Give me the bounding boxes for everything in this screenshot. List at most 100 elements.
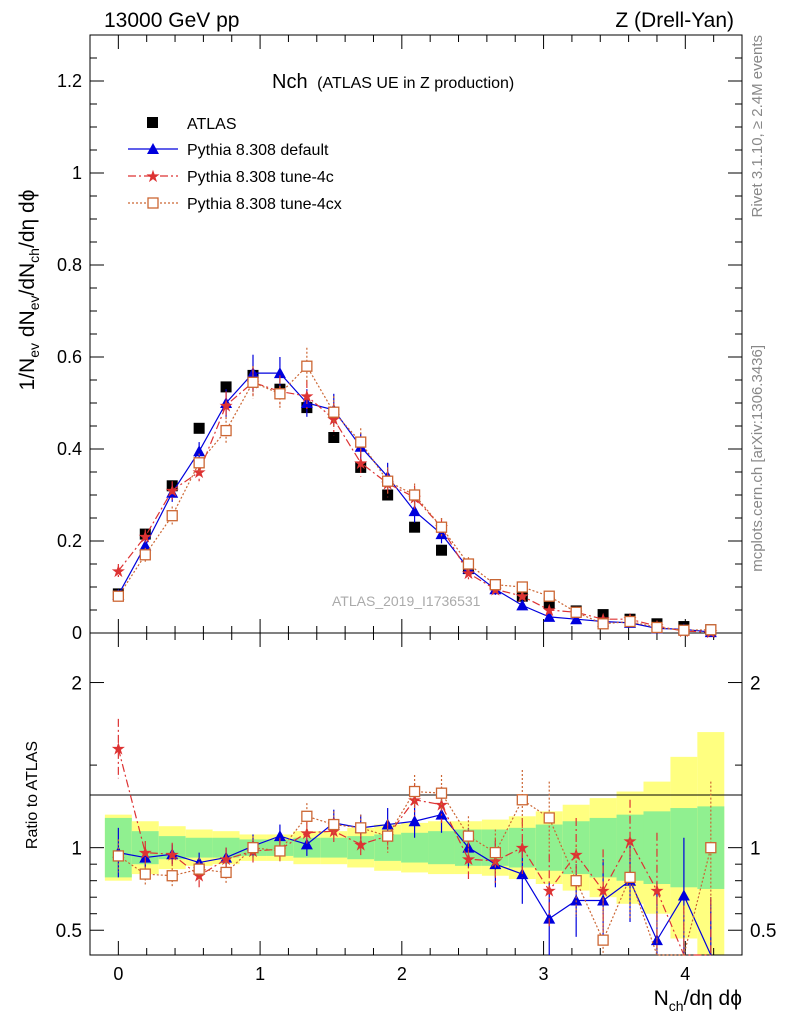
legend-marker-atlas	[147, 117, 158, 128]
ratio-band-inner	[185, 837, 213, 858]
main-point-atlas	[597, 609, 609, 621]
legend-marker-default	[147, 143, 159, 154]
main-point-atlas	[436, 544, 448, 556]
x-axis-label-sub: ch	[669, 998, 684, 1014]
ratio-point-pythia-8-308-tune-4cx	[597, 934, 609, 946]
x-tick-label: 3	[539, 964, 549, 984]
ratio-point-pythia-8-308-default	[273, 830, 286, 842]
main-point-pythia-8-308-tune-4cx	[301, 360, 313, 372]
main-point-pythia-8-308-tune-4c: ★	[542, 601, 557, 620]
main-y-tick-label: 0.6	[57, 347, 82, 367]
main-point-pythia-8-308-default	[543, 610, 556, 622]
main-point-pythia-8-308-tune-4cx	[489, 579, 502, 591]
main-y-tick-label: 0.2	[57, 531, 82, 551]
ratio-point-pythia-8-308-default	[220, 851, 233, 863]
ratio-y-tick-label-right: 1	[750, 839, 761, 860]
ratio-point-pythia-8-308-tune-4cx	[408, 785, 421, 798]
main-point-pythia-8-308-default	[139, 539, 152, 551]
ratio-band-inner	[212, 837, 240, 858]
main-point-pythia-8-308-default	[408, 505, 421, 517]
main-y-tick-label: 1.2	[57, 71, 82, 91]
chart-title-main: Nch	[272, 71, 308, 93]
ratio-series-group: ★★★★★★★★★★★★★★★★★★★★★	[111, 718, 717, 956]
legend-marker-tune4cx	[147, 197, 159, 209]
ratio-point-pythia-8-308-tune-4cx	[624, 871, 636, 884]
main-point-pythia-8-308-default	[273, 367, 286, 379]
ratio-point-pythia-8-308-tune-4cx	[220, 866, 232, 879]
ratio-point-pythia-8-308-tune-4c: ★	[165, 845, 180, 864]
ratio-point-pythia-8-308-tune-4c: ★	[353, 835, 368, 854]
main-point-pythia-8-308-tune-4cx	[462, 558, 475, 570]
x-tick-label: 1	[255, 964, 265, 984]
ratio-point-pythia-8-308-tune-4c: ★	[569, 845, 584, 864]
main-point-pythia-8-308-tune-4cx	[220, 424, 232, 437]
ratio-point-pythia-8-308-tune-4cx	[328, 818, 340, 831]
ratio-point-pythia-8-308-tune-4cx	[112, 850, 124, 862]
main-point-pythia-8-308-tune-4c: ★	[299, 387, 314, 406]
ratio-point-pythia-8-308-tune-4cx	[516, 794, 528, 806]
main-point-pythia-8-308-tune-4cx	[382, 475, 394, 487]
analysis-tag: ATLAS_2019_I1736531	[332, 593, 481, 609]
ratio-y-tick-label-right: 2	[750, 674, 761, 695]
mcplots-side-label: mcplots.cern.ch [arXiv:1306.3436]	[749, 345, 766, 572]
main-point-atlas	[382, 489, 394, 501]
main-point-atlas	[220, 381, 232, 393]
main-point-atlas	[543, 597, 555, 609]
ratio-point-pythia-8-308-default	[543, 912, 556, 924]
ratio-point-pythia-8-308-tune-4cx	[301, 810, 313, 822]
main-point-pythia-8-308-default	[516, 599, 529, 611]
ratio-point-pythia-8-308-tune-4cx	[247, 842, 259, 854]
main-point-pythia-8-308-default	[570, 613, 583, 625]
main-point-pythia-8-308-default	[435, 528, 448, 540]
chart-title: Nch (ATLAS UE in Z production)	[272, 71, 514, 93]
ratio-point-pythia-8-308-tune-4c: ★	[434, 796, 449, 815]
main-point-pythia-8-308-tune-4cx	[193, 457, 205, 469]
main-y-tick-label: 0.8	[57, 255, 82, 275]
ratio-band-inner	[320, 837, 348, 858]
ratio-point-pythia-8-308-tune-4cx	[435, 787, 448, 799]
main-point-pythia-8-308-tune-4cx	[166, 510, 178, 522]
main-point-pythia-8-308-tune-4cx	[274, 388, 286, 400]
x-axis-label-tail: /dη dϕ	[684, 987, 742, 1010]
ratio-point-pythia-8-308-default	[677, 889, 690, 901]
main-point-pythia-8-308-tune-4cx	[624, 615, 636, 628]
main-point-pythia-8-308-tune-4c: ★	[111, 562, 126, 581]
ratio-point-pythia-8-308-tune-4c: ★	[111, 740, 126, 759]
main-point-pythia-8-308-tune-4cx	[570, 606, 582, 618]
legend: ATLAS Pythia 8.308 default ★ Pythia 8.30…	[128, 116, 342, 213]
main-point-pythia-8-308-tune-4c: ★	[138, 527, 153, 546]
ratio-point-pythia-8-308-tune-4c: ★	[542, 882, 557, 901]
main-point-pythia-8-308-tune-4cx	[597, 618, 609, 630]
main-point-pythia-8-308-tune-4cx	[408, 489, 421, 501]
ratio-band-inner	[535, 824, 563, 871]
ratio-point-pythia-8-308-tune-4c: ★	[461, 850, 476, 869]
main-point-pythia-8-308-tune-4cx	[328, 406, 340, 418]
ratio-point-pythia-8-308-default	[300, 838, 313, 850]
ratio-point-pythia-8-308-tune-4c: ★	[649, 882, 664, 901]
main-point-pythia-8-308-tune-4cx	[651, 621, 663, 634]
ratio-point-pythia-8-308-tune-4cx	[193, 863, 205, 875]
main-point-pythia-8-308-tune-4c: ★	[165, 481, 180, 500]
ratio-point-pythia-8-308-tune-4cx	[570, 875, 582, 887]
main-y-tick-label: 0	[72, 623, 82, 643]
main-point-atlas	[193, 422, 205, 434]
rivet-side-label: Rivet 3.1.10, ≥ 2.4M events	[749, 35, 766, 218]
main-y-tick-label: 1	[72, 163, 82, 183]
ratio-point-pythia-8-308-tune-4c: ★	[595, 882, 610, 901]
x-tick-label: 2	[397, 964, 407, 984]
ratio-y-axis-label: Ratio to ATLAS	[24, 741, 41, 849]
ratio-point-pythia-8-308-tune-4c: ★	[299, 824, 314, 843]
ratio-band-inner	[428, 831, 455, 865]
ratio-point-pythia-8-308-default	[650, 934, 663, 946]
ratio-y-tick-label: 2	[71, 674, 82, 695]
main-point-pythia-8-308-tune-4c: ★	[353, 454, 368, 473]
legend-marker-tune4c: ★	[145, 167, 160, 186]
ratio-axis-ticks: 0.5 0.5 1 1 2 2	[56, 674, 777, 943]
ratio-point-pythia-8-308-tune-4c: ★	[138, 844, 153, 863]
main-point-pythia-8-308-tune-4cx	[516, 581, 528, 593]
main-point-pythia-8-308-tune-4cx	[705, 624, 717, 636]
ratio-point-pythia-8-308-tune-4cx	[543, 812, 555, 824]
main-axis-ticks: 0 1 2 3 4 0 0.2 0.4 0.6 0.8 1 1.2	[57, 35, 742, 984]
main-point-pythia-8-308-tune-4cx	[543, 590, 555, 602]
